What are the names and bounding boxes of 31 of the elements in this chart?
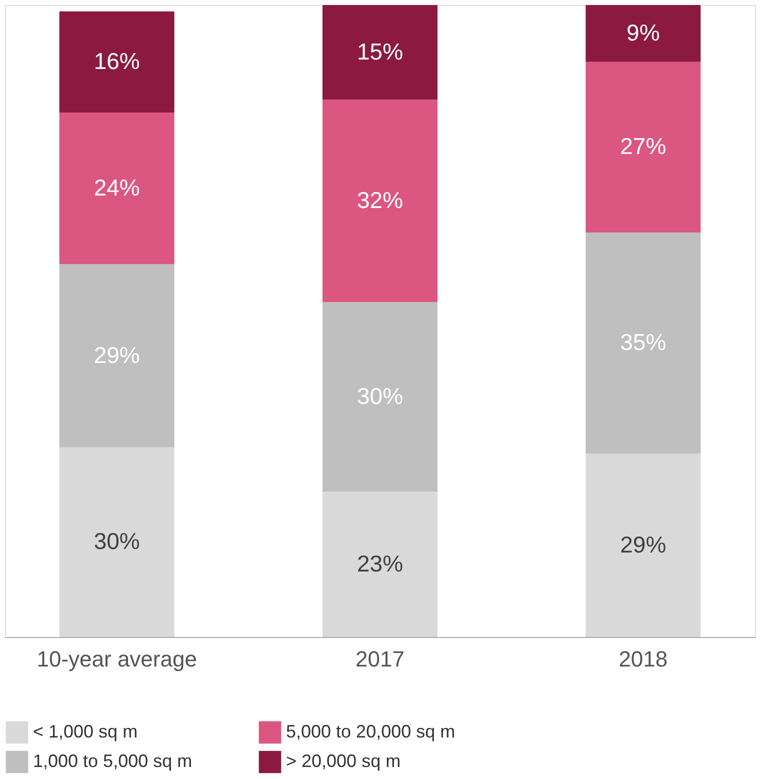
bar	[322, 302, 438, 492]
data-label: 30%	[356, 382, 404, 409]
data-label: 29%	[94, 342, 140, 368]
bar	[322, 5, 438, 100]
data-label: 29%	[620, 531, 666, 558]
data-label: 35%	[620, 329, 666, 356]
data-label: 9%	[626, 19, 660, 46]
bar	[586, 454, 701, 637]
data-label: 30%	[94, 528, 140, 554]
bar	[322, 492, 438, 637]
x-tick-label: 10-year average	[36, 646, 197, 672]
legend-label: 5,000 to 20,000 sq m	[286, 721, 456, 742]
bar	[586, 62, 701, 233]
data-label: 15%	[356, 38, 404, 64]
bar	[322, 100, 438, 302]
bar	[586, 232, 701, 454]
data-label: 24%	[94, 174, 140, 200]
x-tick-label: 2017	[356, 646, 404, 672]
bar	[59, 112, 174, 264]
bar	[59, 264, 174, 448]
legend-label: < 1,000 sq m	[33, 721, 138, 742]
bar	[586, 5, 701, 62]
data-label: 32%	[356, 186, 404, 213]
data-label: 16%	[94, 48, 140, 74]
legend-label: > 20,000 sq m	[286, 751, 401, 771]
bar	[59, 447, 174, 637]
bar	[59, 11, 174, 112]
data-label: 27%	[620, 133, 666, 160]
legend-label: 1,000 to 5,000 sq m	[33, 751, 192, 771]
data-label: 23%	[356, 550, 404, 576]
x-tick-label: 2018	[618, 646, 668, 672]
